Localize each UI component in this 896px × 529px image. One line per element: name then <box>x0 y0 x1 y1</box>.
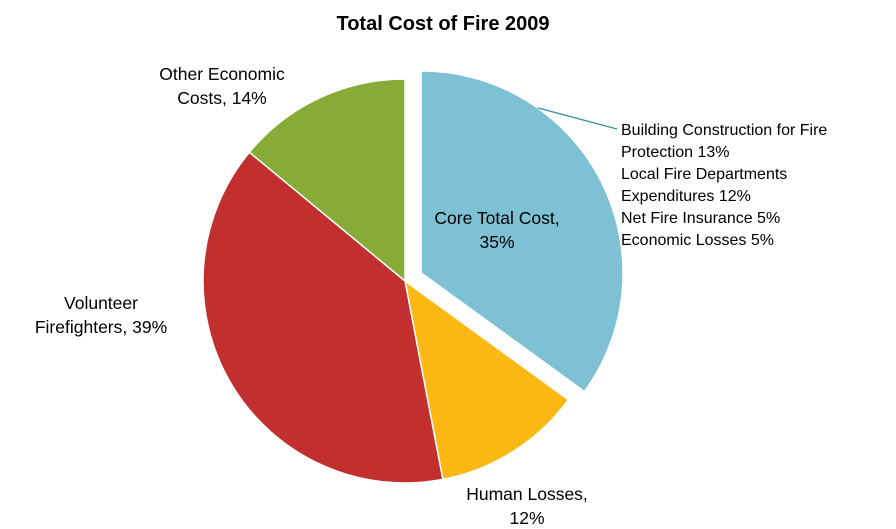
annotation: Building Construction for Fire Protection… <box>537 107 827 249</box>
slice-label-line: Human Losses, <box>466 484 588 504</box>
annotation-line: Building Construction for Fire <box>621 122 827 139</box>
slice-human-losses <box>403 279 570 481</box>
slice-label-volunteer-firefighters: Volunteer Firefighters, 39% <box>35 293 167 337</box>
slice-other-economic-costs <box>248 78 406 283</box>
slice-label-other-economic-costs: Other Economic Costs, 14% <box>159 64 285 108</box>
slice-label-line: Volunteer <box>64 293 138 313</box>
slice-label-line: Other Economic <box>159 64 285 84</box>
slice-label-line: 35% <box>479 232 514 252</box>
slice-labels: Core Total Cost, 35% Human Losses, 12% Volun… <box>35 64 588 528</box>
slice-volunteer-firefighters <box>202 151 444 484</box>
annotation-line: Protection 13% <box>621 144 730 161</box>
annotation-leader-line <box>537 107 618 130</box>
pie-slices <box>202 70 624 484</box>
slice-label-line: Firefighters, 39% <box>35 317 167 337</box>
slice-label-core-total-cost: Core Total Cost, 35% <box>434 208 559 252</box>
chart-title: Total Cost of Fire 2009 <box>336 13 549 35</box>
annotation-line: Expenditures 12% <box>621 188 751 205</box>
annotation-line: Local Fire Departments <box>621 166 787 183</box>
annotation-line: Economic Losses 5% <box>621 232 774 249</box>
slice-label-line: Costs, 14% <box>177 88 266 108</box>
slice-label-human-losses: Human Losses, 12% <box>466 484 588 528</box>
slice-label-line: Core Total Cost, <box>434 208 559 228</box>
annotation-text: Building Construction for Fire Protection… <box>621 122 827 249</box>
slice-label-line: 12% <box>509 508 544 528</box>
slice-core-total-cost <box>420 70 624 393</box>
annotation-line: Net Fire Insurance 5% <box>621 210 780 227</box>
